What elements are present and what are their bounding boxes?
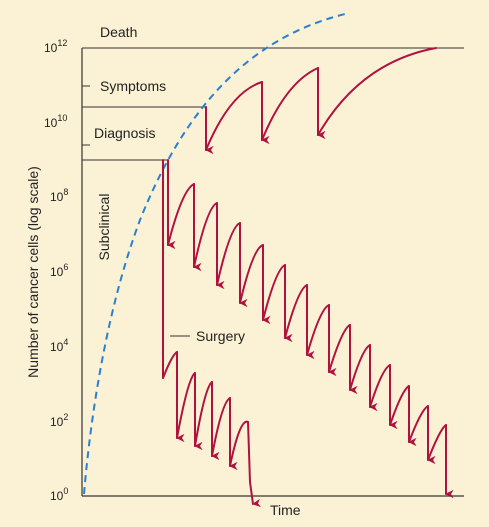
surgery-adjuvant-curve: [162, 159, 262, 508]
subclinical-label: Subclinical: [96, 194, 112, 261]
diagnosis-label: Diagnosis: [94, 125, 155, 141]
y-tick-marks: [82, 85, 90, 146]
tick-label-1e0: 100: [50, 486, 68, 503]
tick-label-1e10: 1010: [44, 113, 67, 130]
palliative-treatment-curve: [205, 47, 437, 155]
y-tick-labels: 100 102 104 106 108 1010 1012: [44, 38, 68, 503]
surgery-label: Surgery: [196, 328, 245, 344]
tick-label-1e12: 1012: [44, 38, 67, 55]
tick-label-1e6: 106: [50, 262, 68, 279]
chemotherapy-curve: [167, 159, 454, 499]
tick-label-1e2: 102: [50, 412, 68, 429]
death-label: Death: [100, 24, 137, 40]
x-axis-label: Time: [270, 502, 301, 518]
symptoms-label: Symptoms: [100, 78, 166, 94]
untreated-growth-curve: [83, 13, 346, 495]
tick-label-1e8: 108: [50, 187, 68, 204]
tick-label-1e4: 104: [50, 337, 68, 354]
y-axis-label: Number of cancer cells (log scale): [25, 166, 41, 378]
treatment-curves: [162, 47, 454, 508]
